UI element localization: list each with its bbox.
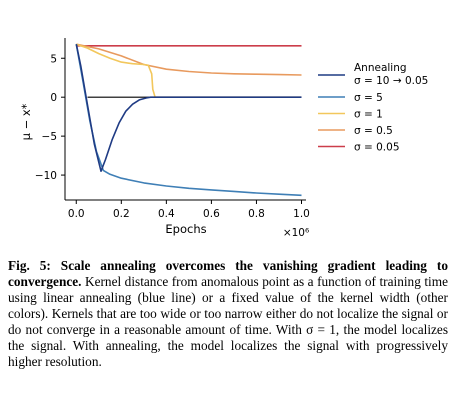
x-tick-label: 1.0 (293, 208, 310, 220)
y-tick-label: −10 (35, 170, 57, 182)
figure-caption: Fig. 5: Scale annealing overcomes the va… (8, 258, 448, 370)
legend-label: σ = 1 (354, 109, 383, 121)
y-axis-label: μ − x* (19, 103, 33, 140)
x-tick-label: 0.4 (158, 208, 175, 220)
legend-label: Annealing (354, 62, 407, 74)
x-axis-label: Epochs (165, 222, 206, 236)
legend-label-line2: σ = 10 → 0.05 (354, 75, 428, 87)
plot-area: 0.0 0.2 0.4 0.6 0.8 1.0 5 0 −5 −10 (35, 38, 310, 220)
y-tick-label: −5 (42, 131, 57, 143)
x-tick-label: 0.2 (113, 208, 130, 220)
x-tick-label: 0.0 (68, 208, 85, 220)
y-tick-label: 0 (50, 92, 57, 104)
series-line-3 (76, 43, 302, 76)
caption-title: Fig. 5: Scale annealing overcomes the va… (8, 258, 448, 289)
x-tick-label: 0.6 (203, 208, 220, 220)
x-tick-label: 0.8 (248, 208, 265, 220)
line-chart: 0.0 0.2 0.4 0.6 0.8 1.050−5−10 μ − x* Epochs … (19, 38, 428, 239)
y-tick-label: 5 (50, 53, 57, 65)
caption-body: Kernel distance from anomalous point as … (8, 274, 448, 369)
legend-label: σ = 0.5 (354, 125, 393, 137)
series-line-1 (75, 44, 302, 197)
series-line-0 (75, 44, 302, 172)
x-axis-multiplier: ×10⁶ (283, 227, 309, 239)
legend-label: σ = 5 (354, 92, 383, 104)
legend-label: σ = 0.05 (354, 142, 400, 154)
